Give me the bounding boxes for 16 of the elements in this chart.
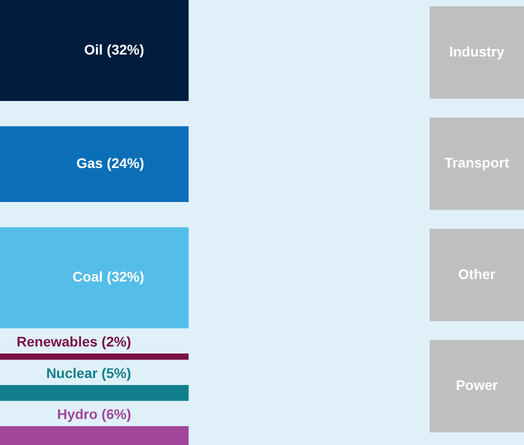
category-label: Hydro (57, 406, 98, 422)
data-label: (5%) (102, 364, 132, 381)
category-label: Gas (76, 155, 104, 172)
category-label: Coal (72, 268, 103, 285)
category-label: Oil (84, 41, 103, 58)
data-label: (32%) (106, 268, 144, 285)
text: Industry (449, 43, 505, 60)
text: Power (456, 377, 498, 394)
text: Other (458, 266, 496, 282)
category-label: Nuclear (46, 364, 98, 381)
data-label: (6%) (102, 406, 132, 422)
data-label: (2%) (102, 333, 132, 350)
data-label: (24%) (106, 155, 144, 172)
category-label: Renewables (16, 333, 98, 350)
data-label: (32%) (106, 41, 144, 58)
text: Transport (444, 154, 510, 171)
